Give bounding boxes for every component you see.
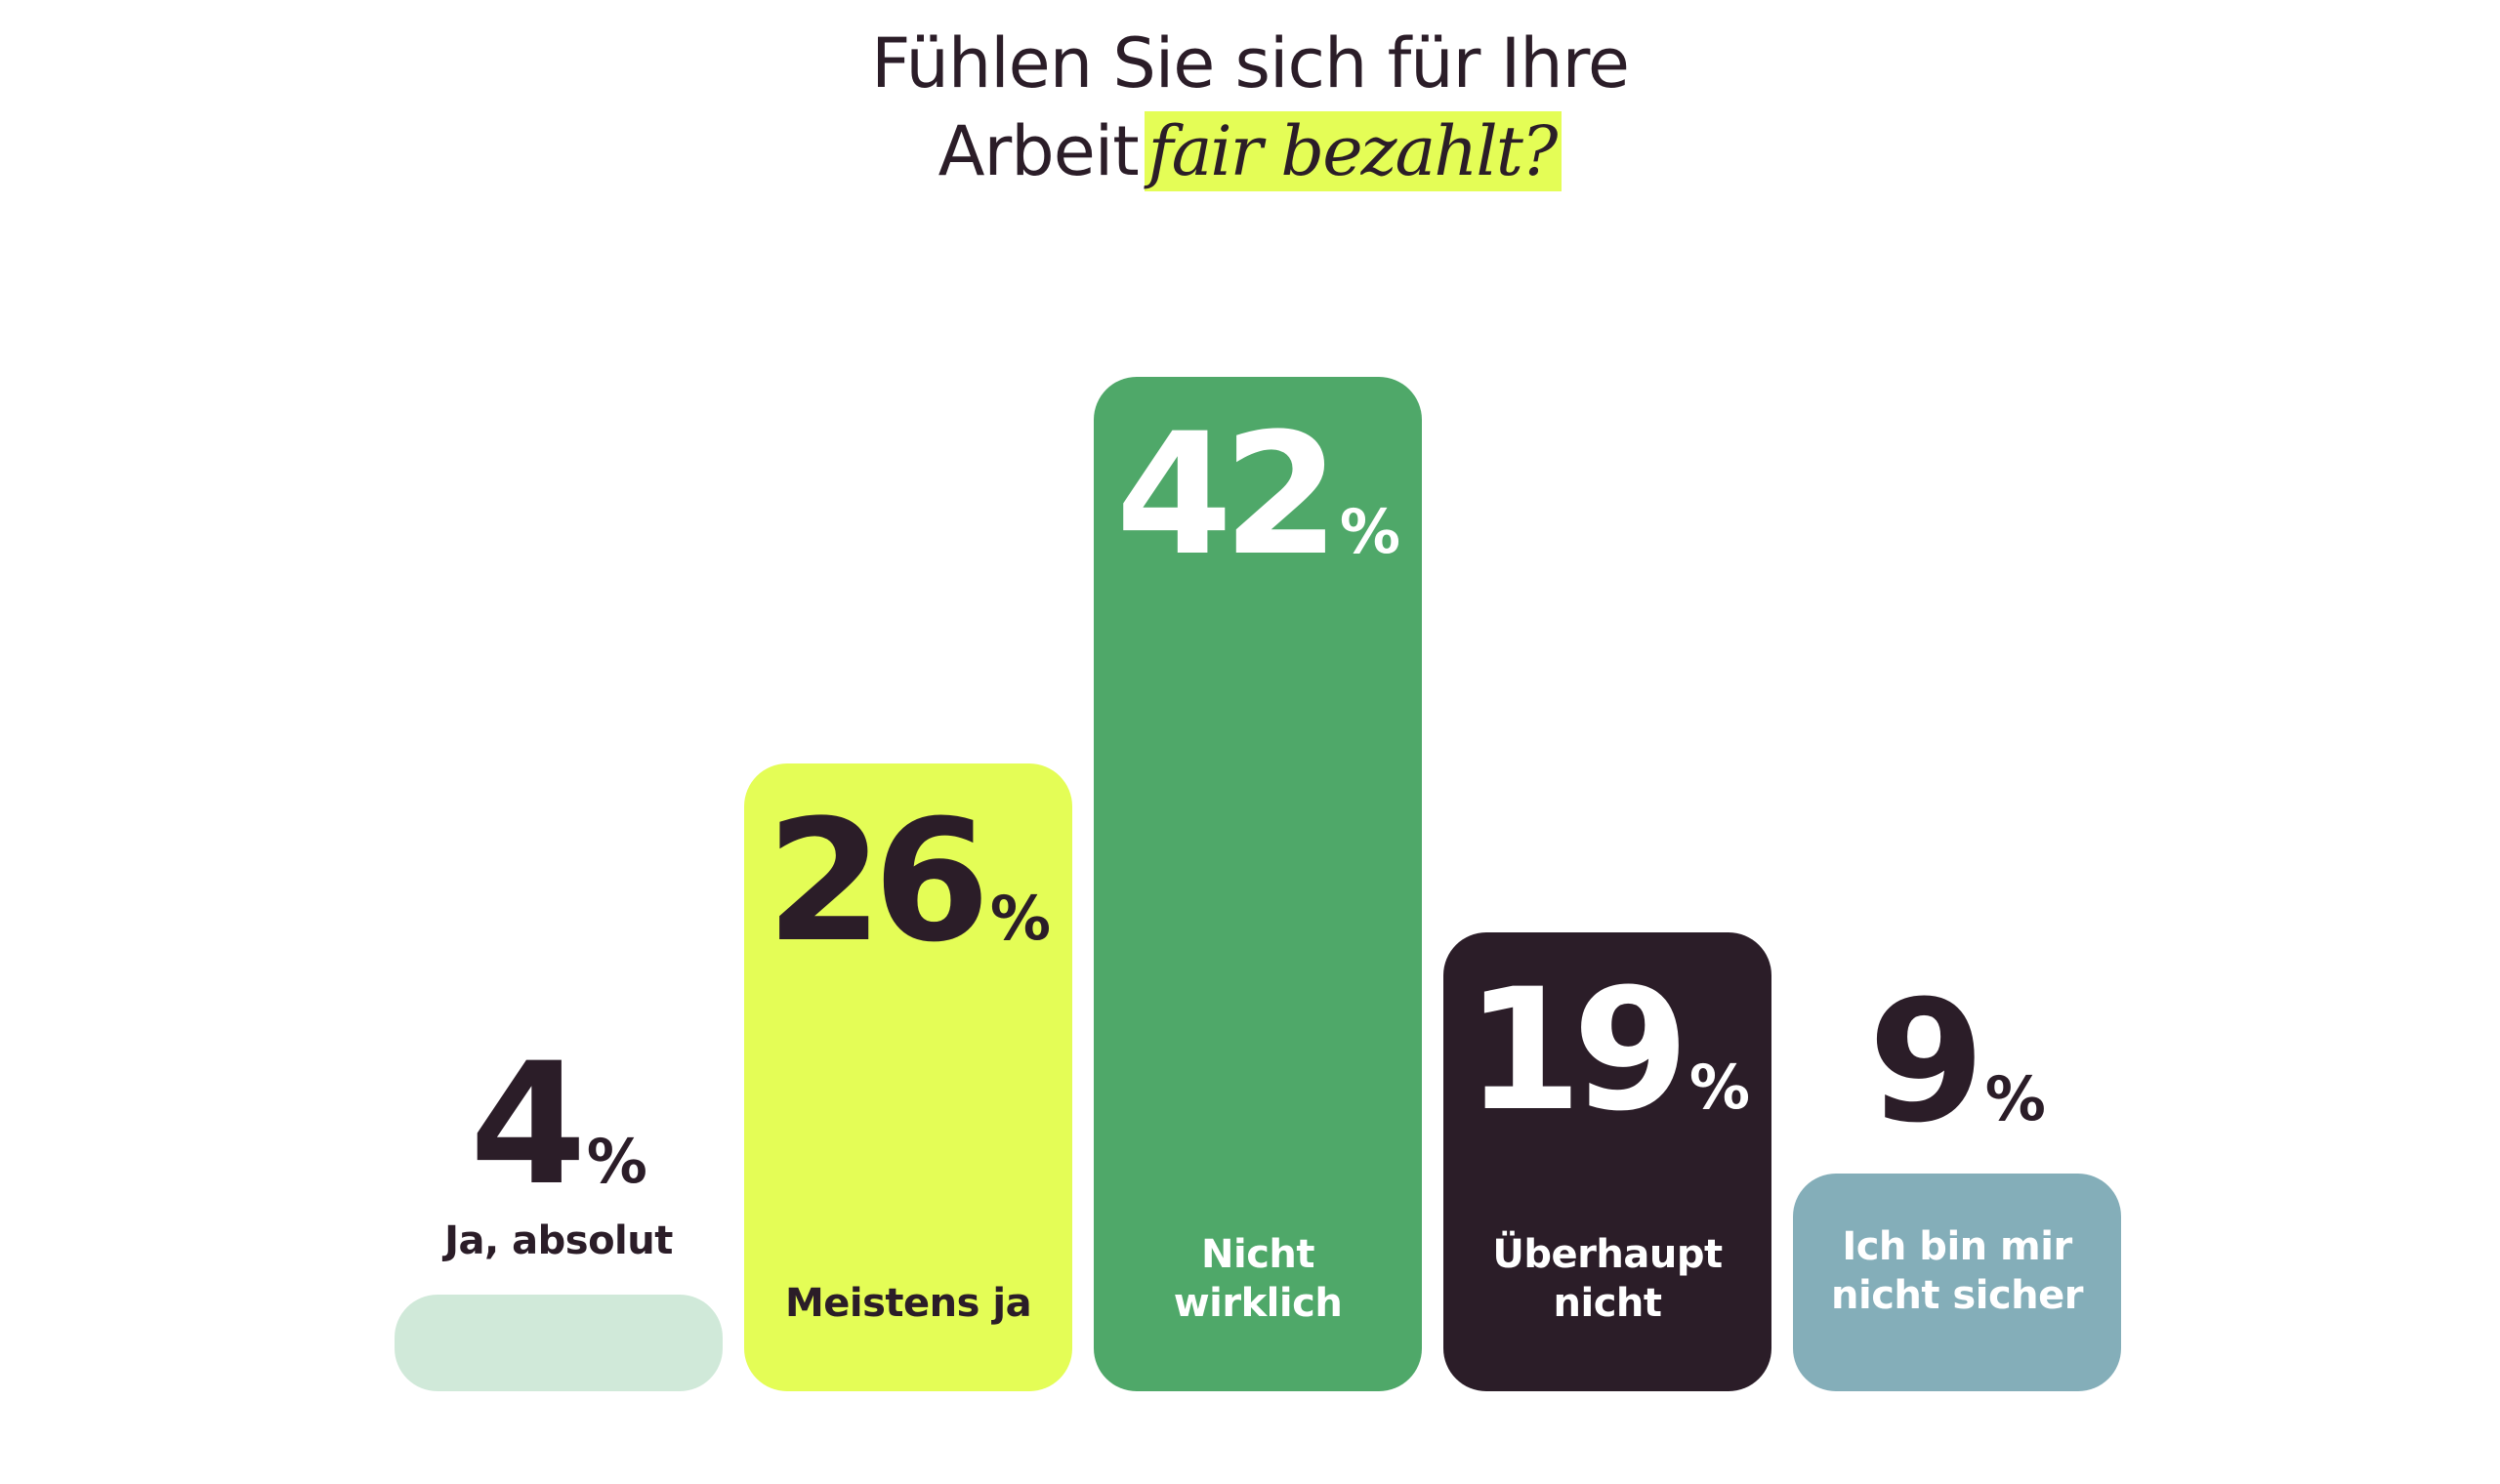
value-number: 9 [1868, 964, 1985, 1161]
title-highlight: fair bezahlt? [1144, 111, 1562, 191]
value-number: 26 [766, 782, 990, 979]
bar-ueberhaupt-nicht [1443, 931, 1771, 1391]
value-label-meistens-ja: 26% [767, 797, 1051, 966]
value-label-nicht-sicher: 9% [1868, 978, 2046, 1146]
bar-ja-absolut [395, 1295, 723, 1391]
value-number: 19 [1465, 951, 1689, 1148]
value-unit: % [1339, 495, 1400, 567]
bar-meistens-ja [744, 763, 1072, 1391]
value-unit: % [989, 882, 1051, 954]
title-line-1: Fühlen Sie sich für Ihre [871, 23, 1630, 103]
title-line-2: Arbeit fair bezahlt? [0, 107, 2500, 195]
value-number: 42 [1115, 395, 1340, 593]
category-label-nicht-wirklich: Nicht wirklich [1173, 1232, 1343, 1326]
value-label-ja-absolut: 4% [470, 1041, 647, 1209]
value-label-ueberhaupt-nicht: 19% [1466, 966, 1750, 1134]
value-number: 4 [470, 1026, 587, 1222]
chart-title: Fühlen Sie sich für Ihre Arbeit fair beza… [0, 20, 2500, 195]
bar-nicht-sicher [1793, 1174, 2121, 1391]
category-label-ueberhaupt-nicht: Überhaupt nicht [1492, 1232, 1723, 1326]
category-label-ja-absolut: Ja, absolut [444, 1218, 673, 1263]
value-unit: % [1984, 1063, 2046, 1135]
bar-nicht-wirklich [1094, 376, 1422, 1391]
category-label-nicht-sicher: Ich bin mir nicht sicher [1831, 1223, 2083, 1318]
value-label-nicht-wirklich: 42% [1116, 410, 1400, 579]
value-unit: % [1688, 1051, 1750, 1123]
title-line-2-plain: Arbeit [938, 111, 1140, 191]
category-label-meistens-ja: Meistens ja [784, 1281, 1032, 1326]
value-unit: % [586, 1126, 647, 1197]
